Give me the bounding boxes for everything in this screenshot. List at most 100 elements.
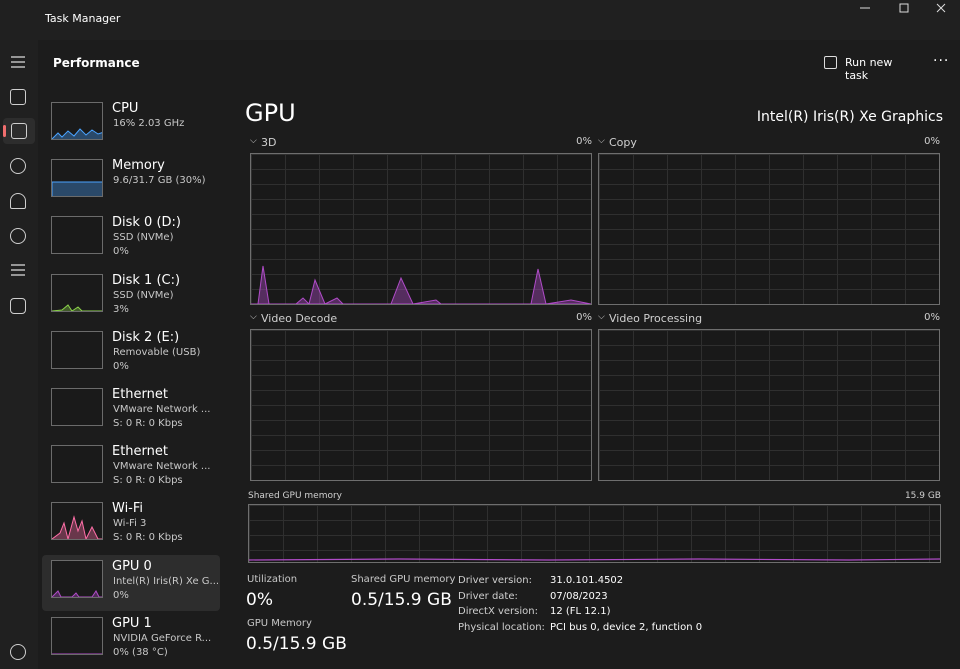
item-name: Ethernet xyxy=(112,387,168,402)
title-bar: Task Manager xyxy=(0,0,960,40)
graph-value: 0% xyxy=(924,312,940,323)
item-detail: Removable (USB) xyxy=(113,346,201,358)
item-detail: 0% xyxy=(113,360,129,372)
item-detail: S: 0 R: 0 Kbps xyxy=(113,475,183,487)
item-name: Ethernet xyxy=(112,444,168,460)
thumbnail-graph xyxy=(51,216,103,255)
page-title: GPU xyxy=(245,99,296,127)
thumbnail-graph xyxy=(51,273,103,312)
engine-graph xyxy=(250,153,592,305)
memory-graph-max: 15.9 GB xyxy=(904,491,941,501)
item-name: GPU 0 xyxy=(112,558,152,574)
item-name: Wi-Fi xyxy=(112,501,144,517)
window-controls[interactable] xyxy=(850,0,960,20)
menu-icon[interactable] xyxy=(10,56,26,68)
performance-tab[interactable] xyxy=(3,118,35,144)
thumbnail-graph xyxy=(51,559,103,598)
chevron-icon[interactable]: ⌵ xyxy=(250,136,257,146)
stat-label: Utilization xyxy=(247,574,298,585)
services-icon[interactable] xyxy=(10,298,26,314)
detail-label: Driver date: xyxy=(458,590,518,602)
item-name: Disk 0 (D:) xyxy=(112,215,181,231)
graph-value: 0% xyxy=(924,136,940,147)
thumbnail-trace xyxy=(52,653,102,654)
processes-icon[interactable] xyxy=(10,89,26,105)
more-button[interactable]: ··· xyxy=(933,53,950,69)
sidebar-item[interactable]: GPU 1 NVIDIA GeForce R... 0% (38 °C) xyxy=(42,612,220,668)
startup-icon[interactable] xyxy=(10,193,26,209)
thumbnail-trace xyxy=(52,181,102,197)
details-icon[interactable] xyxy=(10,264,26,276)
item-name: CPU xyxy=(112,101,139,116)
detail-label: Driver version: xyxy=(458,575,532,586)
thumbnail-graph xyxy=(51,502,103,541)
item-detail: SSD (NVMe) xyxy=(113,289,174,301)
detail-label: DirectX version: xyxy=(458,606,538,617)
thumbnail-graph xyxy=(51,102,103,140)
item-detail: S: 0 R: 0 Kbps xyxy=(113,418,183,429)
chevron-icon[interactable]: ⌵ xyxy=(598,136,605,146)
thumbnail-graph xyxy=(51,445,103,484)
sidebar-item[interactable]: GPU 0 Intel(R) Iris(R) Xe G... 0% xyxy=(42,554,220,611)
users-icon[interactable] xyxy=(10,228,26,244)
run-new-task-label: Run new task xyxy=(845,56,893,82)
memory-graph xyxy=(248,504,941,563)
detail-value: 31.0.101.4502 xyxy=(550,575,624,586)
detail-value: PCI bus 0, device 2, function 0 xyxy=(550,621,703,633)
detail-value: 07/08/2023 xyxy=(550,590,608,602)
sidebar-item[interactable]: Memory 9.6/31.7 GB (30%) xyxy=(42,154,220,210)
item-name: Disk 1 (C:) xyxy=(112,272,181,288)
stat-label: GPU Memory xyxy=(247,618,312,629)
thumbnail-trace xyxy=(52,303,102,311)
sidebar-item[interactable]: Ethernet VMware Network ... S: 0 R: 0 Kbps xyxy=(42,383,220,439)
thumbnail-trace xyxy=(52,589,102,597)
item-detail: NVIDIA GeForce R... xyxy=(113,632,212,644)
thumbnail-trace xyxy=(52,128,102,139)
sidebar-item[interactable]: Disk 2 (E:) Removable (USB) 0% xyxy=(42,326,220,382)
engine-graph xyxy=(250,329,592,481)
engine-graph xyxy=(598,329,940,481)
sidebar-item[interactable]: Disk 1 (C:) SSD (NVMe) 3% xyxy=(42,269,220,325)
sidebar-item[interactable]: Wi-Fi Wi-Fi 3 S: 0 R: 0 Kbps xyxy=(42,497,220,553)
stat-value: 0.5/15.9 GB xyxy=(351,590,452,610)
chevron-icon[interactable]: ⌵ xyxy=(598,312,605,322)
item-name: Memory xyxy=(112,158,165,174)
section-title: Performance xyxy=(53,56,140,70)
graph-label: Copy xyxy=(609,136,637,149)
item-detail: 3% xyxy=(113,303,129,315)
window-title: Task Manager xyxy=(45,12,121,25)
run-new-task-button[interactable]: Run new task xyxy=(824,55,914,82)
item-detail: Intel(R) Iris(R) Xe G... xyxy=(113,575,220,587)
item-detail: 0% (38 °C) xyxy=(113,646,168,658)
detail-value: 12 (FL 12.1) xyxy=(550,606,611,617)
sidebar-item[interactable]: CPU 16% 2.03 GHz xyxy=(42,97,220,153)
chevron-icon[interactable]: ⌵ xyxy=(250,312,257,322)
graph-label: Video Decode xyxy=(261,312,338,325)
item-detail: Wi-Fi 3 xyxy=(113,518,147,530)
item-detail: 9.6/31.7 GB (30%) xyxy=(113,175,206,187)
sidebar-item[interactable]: Ethernet VMware Network ... S: 0 R: 0 Kbps xyxy=(42,440,220,496)
stat-value: 0% xyxy=(246,590,273,610)
item-name: GPU 1 xyxy=(112,615,152,631)
adapter-name: Intel(R) Iris(R) Xe Graphics xyxy=(756,109,943,125)
item-detail: 0% xyxy=(113,246,129,258)
history-icon[interactable] xyxy=(10,158,26,174)
stat-label: Shared GPU memory xyxy=(351,574,456,585)
graph-label: 3D xyxy=(261,136,277,149)
item-detail: 0% xyxy=(113,589,129,601)
item-detail: SSD (NVMe) xyxy=(113,232,174,244)
item-detail: 16% 2.03 GHz xyxy=(113,118,185,129)
detail-label: Physical location: xyxy=(458,621,545,633)
sidebar-item[interactable]: Disk 0 (D:) SSD (NVMe) 0% xyxy=(42,211,220,267)
thumbnail-graph xyxy=(51,388,103,426)
engine-trace xyxy=(251,265,592,305)
memory-trace xyxy=(248,558,941,561)
settings-icon[interactable] xyxy=(10,644,26,660)
memory-graph-label: Shared GPU memory xyxy=(248,491,342,501)
graph-label: Video Processing xyxy=(609,312,703,325)
engine-graph xyxy=(598,153,940,305)
thumbnail-graph xyxy=(51,616,103,655)
graph-value: 0% xyxy=(576,312,592,323)
item-detail: VMware Network ... xyxy=(113,404,211,415)
